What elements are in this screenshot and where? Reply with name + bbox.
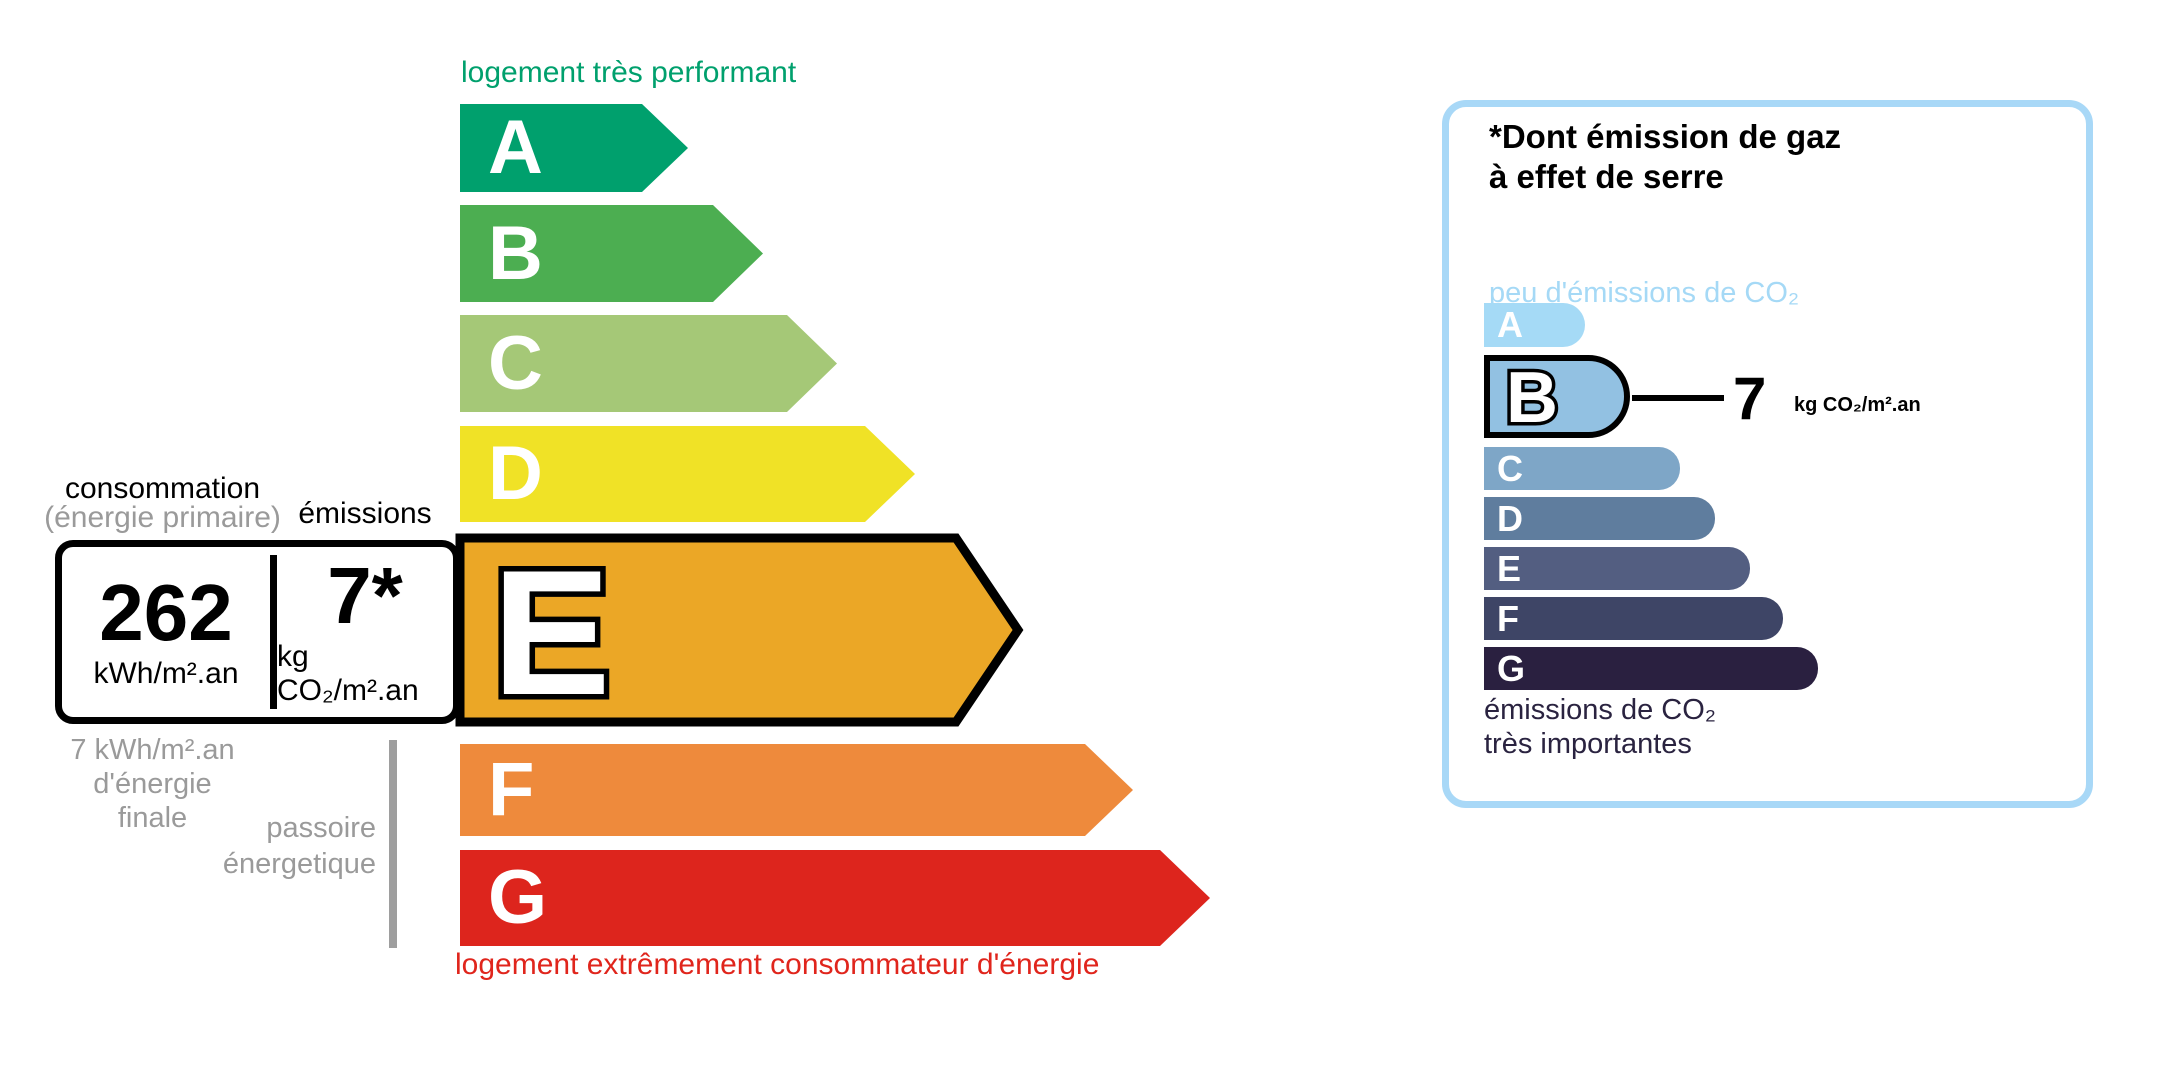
energy-class-bar-a: A <box>460 104 688 192</box>
energy-class-letter-c: C <box>488 320 543 406</box>
co2-value-unit: kg CO₂/m².an <box>1794 394 1921 416</box>
selected-energy-class-shape <box>455 533 1024 727</box>
bottom-caption: logement extrêmement consommateur d'éner… <box>455 948 1100 981</box>
reading-box: 262 kWh/m².an 7* kg CO₂/m².an <box>55 540 460 724</box>
energy-class-bar-c: C <box>460 315 837 412</box>
final-energy-note-line2: d'énergie finale <box>93 768 212 834</box>
co2-panel-title: *Dont émission de gaz à effet de serre <box>1489 117 1841 197</box>
co2-class-letter-f: F <box>1497 597 1519 639</box>
co2-panel: *Dont émission de gaz à effet de serre p… <box>1442 100 2093 808</box>
energy-sieve-note-line1: passoire <box>266 812 376 844</box>
selected-energy-class-letter: E <box>492 533 611 728</box>
co2-panel-title-line1: *Dont émission de gaz <box>1489 118 1842 155</box>
sieve-rule <box>389 740 397 948</box>
co2-value: 7 <box>1733 365 1767 432</box>
energy-class-bar-f: F <box>460 744 1133 836</box>
consumption-cell: 262 kWh/m².an <box>62 547 270 717</box>
energy-class-letter-d: D <box>488 431 543 516</box>
co2-class-letter-e: E <box>1497 547 1522 589</box>
energy-class-bar-b: B <box>460 205 763 302</box>
emissions-header: émissions <box>298 497 432 530</box>
emissions-value: 7* <box>327 551 403 640</box>
co2-class-bar-d: D <box>1484 497 1715 540</box>
co2-class-letter-g: G <box>1497 647 1526 689</box>
reading-box-divider <box>270 555 277 709</box>
co2-selected-class-letter-svg: B <box>1503 361 1562 432</box>
final-energy-note: 7 kWh/m².an d'énergie finale <box>55 733 250 835</box>
co2-value-callout-line <box>1632 395 1724 401</box>
co2-selected-class-letter: B <box>1506 361 1558 432</box>
top-caption: logement très performant <box>461 56 797 89</box>
energy-sieve-note-line2: énergetique <box>222 848 376 880</box>
energy-class-letter-a: A <box>488 105 543 190</box>
final-energy-note-line1: 7 kWh/m².an <box>70 734 235 766</box>
co2-high-caption-line2: très importantes <box>1484 728 1692 760</box>
energy-class-bar-g: G <box>460 850 1210 946</box>
co2-class-bar-a: A <box>1484 303 1585 347</box>
energy-sieve-note: passoire énergetique <box>180 810 376 882</box>
energy-class-bar-d: D <box>460 426 915 522</box>
energy-class-letter-g: G <box>488 855 548 940</box>
co2-selected-class-bar: B <box>1484 355 1630 438</box>
co2-class-bar-e: E <box>1484 547 1750 590</box>
co2-class-bar-f: F <box>1484 597 1783 640</box>
emissions-unit: kg CO₂/m².an <box>277 640 419 707</box>
co2-high-caption: émissions de CO₂ très importantes <box>1484 693 1716 761</box>
energy-class-letter-f: F <box>488 747 535 832</box>
energy-class-letter-b: B <box>488 210 543 296</box>
emissions-cell: 7* kg CO₂/m².an <box>277 547 453 717</box>
selected-energy-class-arrow: E <box>455 532 1024 728</box>
co2-class-bar-c: C <box>1484 447 1680 490</box>
consumption-unit: kWh/m².an <box>93 657 239 690</box>
co2-high-caption-line1: émissions de CO₂ <box>1484 694 1717 726</box>
consumption-value: 262 <box>99 568 233 657</box>
co2-class-bar-g: G <box>1484 647 1818 690</box>
co2-class-letter-a: A <box>1497 304 1523 345</box>
primary-energy-subheader: (énergie primaire) <box>44 501 281 534</box>
co2-panel-title-line2: à effet de serre <box>1489 158 1724 195</box>
co2-class-letter-d: D <box>1497 497 1523 539</box>
co2-class-letter-c: C <box>1497 447 1523 489</box>
consumption-header: consommation <box>64 472 261 505</box>
